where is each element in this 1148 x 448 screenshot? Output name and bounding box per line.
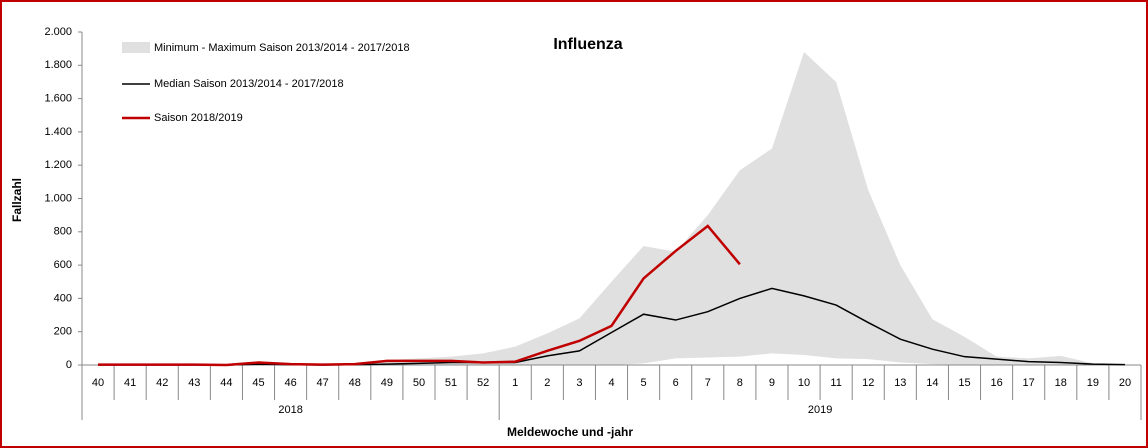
x-axis-label: Meldewoche und -jahr <box>507 425 633 439</box>
series-line <box>98 287 1125 366</box>
x-tick-label: 12 <box>862 377 874 389</box>
x-tick-label: 17 <box>1023 377 1035 389</box>
legend-label: Saison 2018/2019 <box>154 112 243 124</box>
x-tick-label: 46 <box>284 377 296 389</box>
x-tick-label: 10 <box>798 377 810 389</box>
x-tick-label: 49 <box>381 377 393 389</box>
x-tick-label: 20 <box>1119 377 1131 389</box>
y-tick-label: 1.800 <box>44 59 72 71</box>
x-tick-label: 48 <box>349 377 361 389</box>
x-tick-label: 44 <box>220 377 232 389</box>
legend-label: Median Saison 2013/2014 - 2017/2018 <box>154 78 344 90</box>
x-tick-label: 42 <box>156 377 168 389</box>
legend-swatch <box>122 42 150 53</box>
chart-title: Influenza <box>553 36 622 53</box>
x-tick-label: 13 <box>894 377 906 389</box>
x-tick-label: 51 <box>445 377 457 389</box>
x-tick-label: 1 <box>512 377 518 389</box>
y-tick-label: 1.400 <box>44 126 72 138</box>
y-tick-label: 1.600 <box>44 93 72 105</box>
x-tick-label: 40 <box>92 377 104 389</box>
x-group-label: 2019 <box>808 404 832 416</box>
x-tick-label: 52 <box>477 377 489 389</box>
legend-label: Minimum - Maximum Saison 2013/2014 - 201… <box>154 42 410 54</box>
x-tick-label: 14 <box>926 377 938 389</box>
x-tick-label: 15 <box>958 377 970 389</box>
x-tick-label: 43 <box>188 377 200 389</box>
x-tick-label: 5 <box>641 377 647 389</box>
x-tick-label: 2 <box>544 377 550 389</box>
y-tick-label: 1.200 <box>44 159 72 171</box>
x-tick-label: 3 <box>576 377 582 389</box>
y-tick-label: 600 <box>54 259 72 271</box>
x-tick-label: 6 <box>673 377 679 389</box>
y-tick-label: 400 <box>54 292 72 304</box>
x-tick-label: 18 <box>1055 377 1067 389</box>
x-tick-label: 41 <box>124 377 136 389</box>
y-tick-label: 2.000 <box>44 26 72 38</box>
series-line <box>98 224 741 367</box>
y-tick-label: 0 <box>66 359 72 371</box>
x-tick-label: 7 <box>705 377 711 389</box>
range-band <box>98 51 1125 365</box>
x-tick-label: 50 <box>413 377 425 389</box>
y-axis-label: Fallzahl <box>10 178 24 222</box>
x-group-label: 2018 <box>278 404 302 416</box>
x-tick-label: 9 <box>769 377 775 389</box>
x-tick-label: 19 <box>1087 377 1099 389</box>
y-tick-label: 800 <box>54 226 72 238</box>
x-tick-label: 16 <box>990 377 1002 389</box>
x-tick-label: 4 <box>608 377 614 389</box>
x-tick-label: 11 <box>830 377 841 389</box>
x-tick-label: 47 <box>317 377 329 389</box>
y-tick-label: 200 <box>54 326 72 338</box>
y-tick-label: 1.000 <box>44 192 72 204</box>
x-tick-label: 8 <box>737 377 743 389</box>
x-tick-label: 45 <box>252 377 264 389</box>
